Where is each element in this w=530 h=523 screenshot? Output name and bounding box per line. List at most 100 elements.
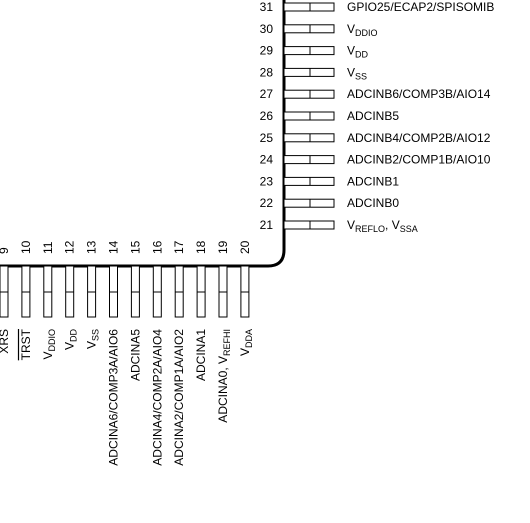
pin-label: ADCINA2/COMP1A/AIO2 bbox=[172, 329, 186, 466]
pin-number: 25 bbox=[260, 131, 274, 145]
pin-31: 31 GPIO25/ECAP2/SPISOMIB bbox=[260, 0, 495, 14]
pin-label-part: ADCINB2/COMP1B/AIO10 bbox=[347, 153, 491, 167]
pin-11: 11 VDDIO bbox=[41, 241, 57, 359]
pin-label-part: DD bbox=[69, 329, 79, 342]
pin-label-part: , V bbox=[385, 218, 400, 232]
pin-number: 30 bbox=[260, 22, 274, 36]
pin-label-part: ADCINB5 bbox=[347, 109, 399, 123]
pin-21: 21 VREFLO, VSSA bbox=[260, 218, 418, 234]
pin-label: ADCINA6/COMP3A/AIO6 bbox=[107, 329, 121, 466]
pin-lead bbox=[283, 89, 335, 99]
pin-20: 20 VDDA bbox=[238, 240, 254, 356]
pin-label-part: ADCINA4/COMP2A/AIO4 bbox=[150, 329, 164, 466]
pin-number: 19 bbox=[216, 240, 230, 254]
pin-label-part: REFHI bbox=[222, 329, 232, 356]
pin-28: 28 VSS bbox=[260, 65, 367, 81]
pin-14: 14 ADCINA6/COMP3A/AIO6 bbox=[107, 240, 121, 465]
pin-label: ADCINA4/COMP2A/AIO4 bbox=[150, 329, 164, 466]
pin-label-part: ADCINB0 bbox=[347, 196, 399, 210]
pin-label-part: V bbox=[347, 22, 355, 36]
pin-16: 16 ADCINA4/COMP2A/AIO4 bbox=[150, 240, 164, 465]
pin-number: 14 bbox=[107, 240, 121, 254]
pin-label-part: V bbox=[238, 348, 252, 356]
pin-label: VDD bbox=[63, 329, 79, 351]
pin-label-part: SS bbox=[91, 329, 101, 341]
pin-label-part: V bbox=[347, 65, 355, 79]
pin-label: TRST bbox=[19, 328, 33, 360]
pin-label: ADCINB4/COMP2B/AIO12 bbox=[347, 131, 491, 145]
pin-23: 23 ADCINB1 bbox=[260, 174, 400, 188]
pin-number: 16 bbox=[150, 240, 164, 254]
pin-29: 29 VDD bbox=[260, 44, 369, 60]
pin-label-part: DDIO bbox=[355, 28, 378, 38]
pin-number: 13 bbox=[85, 240, 99, 254]
pin-label: ADCINB1 bbox=[347, 174, 399, 188]
pin-number: 28 bbox=[260, 65, 274, 79]
pin-label: VDD bbox=[347, 44, 369, 60]
pin-label-part: XRS bbox=[0, 329, 11, 354]
pin-label-part: V bbox=[347, 44, 355, 58]
bottom-side-pins: 9XRS10TRST11VDDIO12VDD13VSS14ADCINA6/COM… bbox=[0, 240, 254, 466]
pin-label-part: REFLO bbox=[355, 224, 385, 234]
pin-number: 12 bbox=[63, 240, 77, 254]
pin-number: 9 bbox=[0, 247, 11, 254]
pin-label-part: ADCINA1 bbox=[194, 329, 208, 381]
pin-number: 27 bbox=[260, 87, 274, 101]
pin-label: VSS bbox=[347, 65, 367, 81]
pin-17: 17 ADCINA2/COMP1A/AIO2 bbox=[172, 240, 186, 465]
pin-label: VSS bbox=[85, 329, 101, 349]
pin-label-part: DD bbox=[355, 50, 368, 60]
pin-number: 11 bbox=[41, 241, 55, 254]
pin-10: 10 TRST bbox=[19, 240, 33, 360]
pin-lead bbox=[283, 24, 335, 34]
pin-18: 18 ADCINA1 bbox=[194, 240, 208, 381]
pin-number: 17 bbox=[172, 240, 186, 254]
pin-lead bbox=[283, 2, 335, 12]
pin-label: ADCINB0 bbox=[347, 196, 399, 210]
pin-13: 13 VSS bbox=[85, 240, 101, 349]
pin-number: 22 bbox=[260, 196, 274, 210]
pin-30: 30 VDDIO bbox=[260, 22, 378, 38]
pin-label-part: ADCINA2/COMP1A/AIO2 bbox=[172, 329, 186, 466]
pin-lead bbox=[283, 198, 335, 208]
pin-number: 23 bbox=[260, 174, 274, 188]
pin-15: 15 ADCINA5 bbox=[128, 240, 142, 381]
pin-label-part: ADCINA5 bbox=[128, 329, 142, 381]
pin-lead bbox=[283, 46, 335, 56]
pin-lead bbox=[283, 111, 335, 121]
pin-label-part: V bbox=[63, 342, 77, 350]
chip-package-outline bbox=[0, 0, 286, 268]
pin-number: 31 bbox=[260, 0, 274, 14]
pin-label-part: ADCINB6/COMP3B/AIO14 bbox=[347, 87, 491, 101]
pin-number: 15 bbox=[128, 240, 142, 254]
pin-label-part: ADCINB1 bbox=[347, 174, 399, 188]
pin-12: 12 VDD bbox=[63, 240, 79, 350]
pin-label-part: V bbox=[85, 341, 99, 349]
pin-lead bbox=[283, 176, 335, 186]
pin-25: 25 ADCINB4/COMP2B/AIO12 bbox=[260, 131, 491, 145]
pin-label: VDDIO bbox=[347, 22, 378, 38]
pin-lead bbox=[283, 133, 335, 143]
pin-9: 9 XRS bbox=[0, 247, 11, 354]
pin-label-part: SS bbox=[355, 71, 367, 81]
pin-label-part: DDA bbox=[244, 329, 254, 348]
pin-label-part: SSA bbox=[400, 224, 418, 234]
pin-label: ADCINA0, VREFHI bbox=[216, 329, 232, 423]
pin-lead bbox=[283, 220, 335, 230]
pin-label-part: ADCINA0, V bbox=[216, 356, 230, 423]
pin-label: XRS bbox=[0, 329, 11, 354]
pin-label-part: V bbox=[41, 352, 55, 360]
pin-label: VDDIO bbox=[41, 329, 57, 360]
pin-label: ADCINB5 bbox=[347, 109, 399, 123]
pin-label: ADCINA1 bbox=[194, 329, 208, 381]
pin-label-part: TRST bbox=[19, 328, 33, 360]
pin-number: 29 bbox=[260, 44, 274, 58]
pin-label-part: GPIO25/ECAP2/SPISOMIB bbox=[347, 0, 494, 14]
pin-label-part: ADCINA6/COMP3A/AIO6 bbox=[107, 329, 121, 466]
pin-number: 18 bbox=[194, 240, 208, 254]
pin-label: ADCINB6/COMP3B/AIO14 bbox=[347, 87, 491, 101]
pin-label: VDDA bbox=[238, 329, 254, 356]
pin-label: GPIO25/ECAP2/SPISOMIB bbox=[347, 0, 494, 14]
